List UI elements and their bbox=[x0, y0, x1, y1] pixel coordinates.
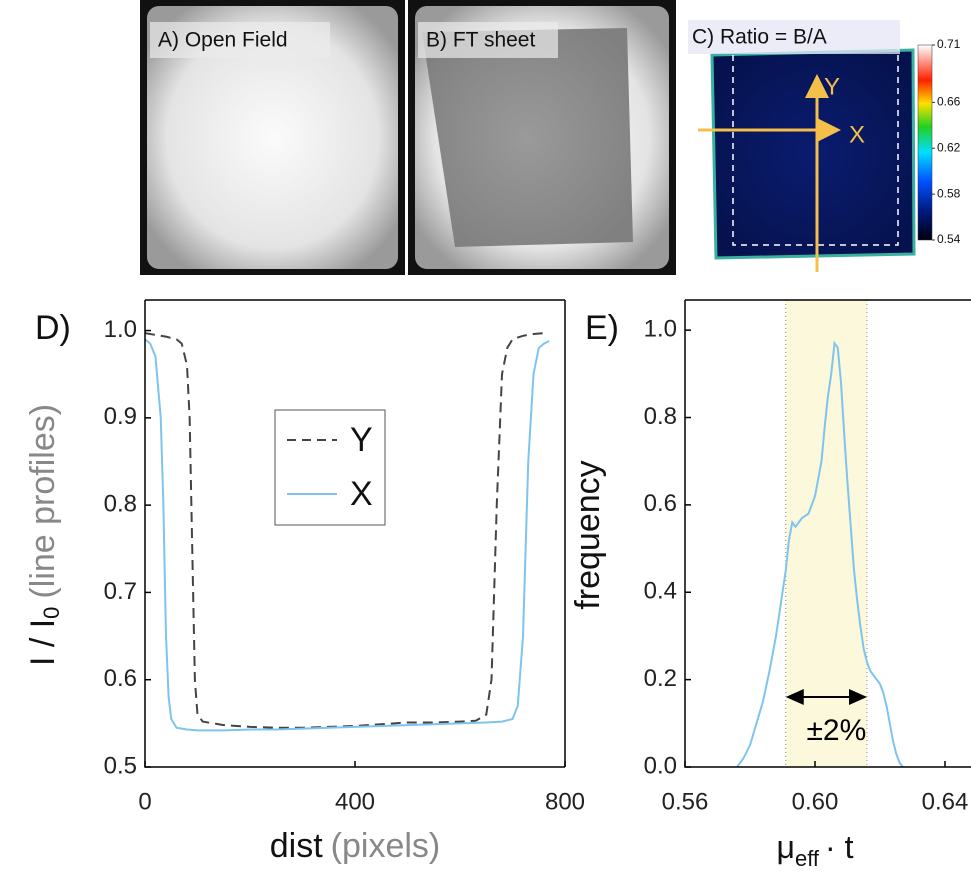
y-tick-label: 0.4 bbox=[644, 578, 677, 605]
x-axis-title-note: · t bbox=[825, 829, 854, 865]
colorbar-tick-label: 0.54 bbox=[937, 232, 961, 246]
x-axis-title-main: dist bbox=[270, 827, 323, 865]
x-tick-label: 0.64 bbox=[922, 788, 969, 815]
x-axis-title: dist(pixels) bbox=[270, 827, 441, 865]
y-tick-label: 0.8 bbox=[104, 490, 137, 517]
panel-label: D) bbox=[35, 309, 71, 347]
legend-label: X bbox=[350, 475, 373, 513]
y-tick-label: 0.9 bbox=[104, 403, 137, 430]
panel-title: A) Open Field bbox=[158, 29, 288, 52]
y-tick-label: 0.6 bbox=[644, 490, 677, 517]
y-axis-title-note: (line profiles) bbox=[24, 404, 62, 599]
y-tick-label: 1.0 bbox=[644, 315, 677, 342]
x-tick-label: 800 bbox=[545, 788, 585, 815]
y-axis-title-main: I / I bbox=[24, 619, 62, 666]
colorbar bbox=[918, 45, 932, 240]
y-tick-label: 1.0 bbox=[104, 316, 137, 343]
x-axis-title: μeff· t bbox=[777, 829, 854, 870]
x-tick-label: 0.56 bbox=[662, 788, 709, 815]
sheet bbox=[422, 28, 633, 247]
ratio-map bbox=[712, 50, 914, 258]
panel-label: E) bbox=[585, 309, 619, 347]
panel-title: C) Ratio = B/A bbox=[692, 26, 827, 49]
panel-title: B) FT sheet bbox=[426, 29, 535, 52]
x-axis-title-note: (pixels) bbox=[331, 827, 441, 865]
y-axis-title: I / I0 (line profiles) bbox=[24, 404, 64, 666]
y-axis-title-sub: 0 bbox=[39, 607, 64, 619]
y-axis-title: frequency bbox=[569, 460, 607, 609]
y-tick-label: 0.6 bbox=[104, 665, 137, 692]
colorbar-tick-label: 0.71 bbox=[937, 37, 961, 51]
y-tick-label: 0.8 bbox=[644, 403, 677, 430]
series-line bbox=[145, 333, 544, 728]
panel-a: A) Open Field bbox=[140, 0, 405, 275]
axis-label: Y bbox=[824, 73, 840, 100]
colorbar-tick-label: 0.62 bbox=[937, 140, 961, 154]
y-tick-label: 0.7 bbox=[104, 578, 137, 605]
colorbar-tick-label: 0.58 bbox=[937, 186, 961, 200]
panel-c: C) Ratio = B/A Y X bbox=[688, 20, 914, 272]
panel-b: B) FT sheet bbox=[408, 0, 676, 275]
legend: Y X bbox=[275, 410, 385, 525]
series-line bbox=[145, 339, 549, 730]
x-tick-label: 0 bbox=[138, 788, 151, 815]
x-tick-label: 0.60 bbox=[792, 788, 839, 815]
plot-frame bbox=[145, 300, 565, 767]
annotation: ±2% bbox=[806, 714, 866, 747]
y-tick-label: 0.2 bbox=[644, 665, 677, 692]
axis-label: X bbox=[849, 121, 865, 148]
x-axis-title-main: μ bbox=[777, 829, 795, 865]
y-tick-label: 0.5 bbox=[104, 752, 137, 779]
figure: A) Open Field B) FT sheet C) Ratio = B/A… bbox=[0, 0, 971, 874]
colorbar-tick-label: 0.66 bbox=[937, 95, 961, 109]
legend-label: Y bbox=[350, 421, 373, 459]
x-tick-label: 400 bbox=[335, 788, 375, 815]
y-tick-label: 0.0 bbox=[644, 752, 677, 779]
x-axis-title-sub: eff bbox=[795, 846, 820, 871]
